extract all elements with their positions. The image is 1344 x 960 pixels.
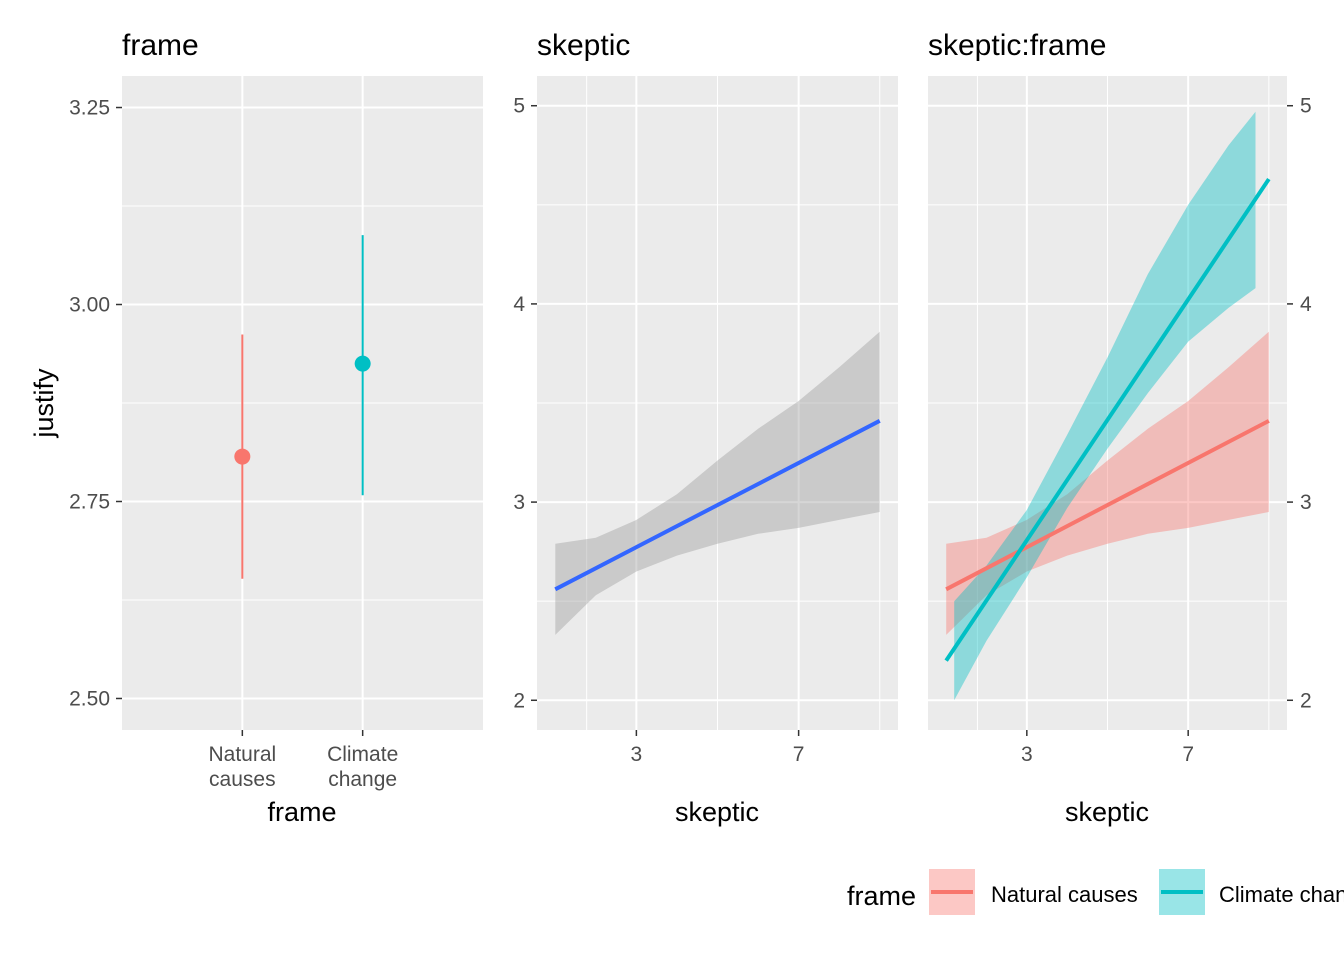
legend-item-natural-causes: Natural causes bbox=[929, 869, 1138, 915]
ci-ribbon-climate-change bbox=[954, 111, 1256, 701]
y-tick-label: 2.50 bbox=[69, 687, 110, 710]
x-tick-label: Natural bbox=[208, 743, 276, 766]
y-tick-label: 3.25 bbox=[69, 97, 110, 120]
panel-frame-y-axis-title: justify bbox=[29, 368, 59, 439]
x-tick-label: causes bbox=[209, 768, 276, 791]
legend-item-climate-change: Climate change bbox=[1159, 869, 1344, 915]
y-tick-label: 4 bbox=[1300, 293, 1312, 316]
x-tick-label: 3 bbox=[631, 743, 643, 766]
panel-skeptic-frame: skeptic:frame 2 3 4 5 3 7 skeptic bbox=[928, 29, 1312, 827]
legend-title: frame bbox=[847, 881, 916, 911]
y-tick-label: 5 bbox=[1300, 95, 1312, 118]
panel-frame-title: frame bbox=[122, 29, 199, 62]
y-tick-label: 2 bbox=[1300, 689, 1312, 712]
legend: frame Natural causes Climate change bbox=[847, 869, 1344, 915]
legend-label-natural-causes: Natural causes bbox=[991, 882, 1138, 907]
x-tick-label: 7 bbox=[793, 743, 805, 766]
fit-line-overall bbox=[554, 419, 881, 592]
y-tick-label: 3 bbox=[1300, 491, 1312, 514]
y-tick-label: 2.75 bbox=[69, 490, 110, 513]
panel-skeptic-frame-x-axis-title: skeptic bbox=[1065, 797, 1149, 827]
y-tick-label: 3.00 bbox=[69, 294, 110, 317]
fit-line-climate-change bbox=[944, 177, 1271, 662]
panel-skeptic-x-axis-title: skeptic bbox=[675, 797, 759, 827]
x-tick-label: 7 bbox=[1182, 743, 1194, 766]
y-tick-label: 2 bbox=[513, 689, 525, 712]
legend-label-climate-change: Climate change bbox=[1219, 882, 1344, 907]
ci-ribbon-natural-causes bbox=[946, 331, 1269, 635]
y-tick-label: 5 bbox=[513, 95, 525, 118]
panel-skeptic-title: skeptic bbox=[537, 29, 630, 62]
fit-line-natural-causes bbox=[945, 419, 1270, 592]
y-tick-label: 3 bbox=[513, 491, 525, 514]
panel-frame-x-axis-title: frame bbox=[267, 797, 336, 827]
y-tick-label: 4 bbox=[513, 293, 525, 316]
x-tick-label: change bbox=[328, 768, 397, 791]
x-tick-label: Climate bbox=[327, 743, 398, 766]
point-natural-causes bbox=[234, 448, 251, 465]
panel-skeptic-frame-title: skeptic:frame bbox=[928, 29, 1106, 62]
panel-skeptic: skeptic 2 3 4 5 3 7 skeptic bbox=[513, 29, 898, 827]
point-climate-change bbox=[354, 355, 371, 372]
ci-ribbon-overall bbox=[555, 331, 880, 635]
x-tick-label: 3 bbox=[1021, 743, 1033, 766]
